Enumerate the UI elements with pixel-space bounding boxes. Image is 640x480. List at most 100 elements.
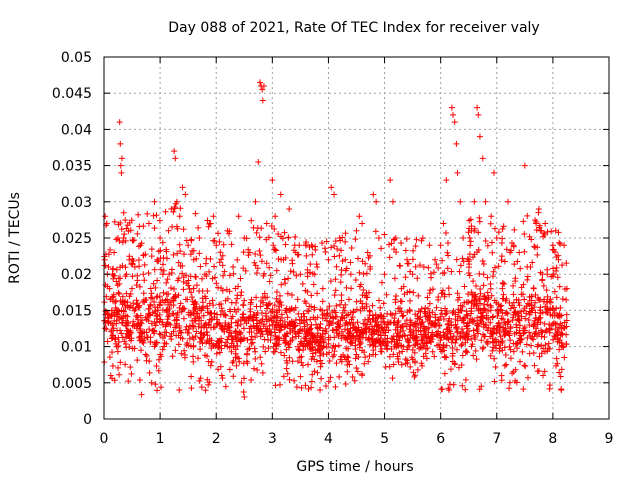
data-point — [334, 330, 341, 337]
data-point — [249, 316, 256, 323]
data-point — [479, 258, 486, 265]
data-point — [386, 241, 393, 248]
data-point — [511, 261, 518, 268]
data-point — [471, 198, 478, 205]
y-tick-label: 0.005 — [52, 376, 92, 392]
data-point — [102, 311, 109, 318]
data-point — [389, 311, 396, 318]
data-point — [356, 283, 363, 290]
data-point — [396, 349, 403, 356]
data-point — [182, 296, 189, 303]
data-point — [251, 325, 258, 332]
data-point — [338, 266, 345, 273]
data-point — [325, 378, 332, 385]
data-point — [356, 269, 363, 276]
data-point — [183, 272, 190, 279]
data-point — [544, 271, 551, 278]
data-point — [217, 363, 224, 370]
data-point — [259, 86, 266, 93]
data-point — [293, 384, 300, 391]
data-point — [552, 362, 559, 369]
data-point — [412, 263, 419, 270]
data-point — [122, 361, 129, 368]
data-point — [163, 291, 170, 298]
data-point — [444, 265, 451, 272]
data-point — [223, 286, 230, 293]
data-point — [435, 294, 442, 301]
data-point — [438, 307, 445, 314]
data-point — [109, 271, 116, 278]
data-point — [178, 350, 185, 357]
data-point — [276, 307, 283, 314]
data-point — [427, 313, 434, 320]
data-point — [115, 221, 122, 228]
data-point — [209, 297, 216, 304]
data-point — [542, 328, 549, 335]
data-point — [147, 301, 154, 308]
data-point — [261, 270, 268, 277]
data-point — [213, 242, 220, 249]
data-point — [232, 319, 239, 326]
data-point — [412, 243, 419, 250]
data-point — [336, 252, 343, 259]
data-point — [134, 357, 141, 364]
data-point — [445, 285, 452, 292]
data-point — [319, 307, 326, 314]
data-point — [407, 363, 414, 370]
data-point — [406, 307, 413, 314]
data-point — [172, 155, 179, 162]
data-point — [111, 298, 118, 305]
data-point — [123, 271, 130, 278]
data-point — [453, 324, 460, 331]
data-point — [211, 310, 218, 317]
data-point — [396, 262, 403, 269]
data-point — [426, 242, 433, 249]
data-point — [553, 294, 560, 301]
data-point — [147, 294, 154, 301]
data-point — [354, 368, 361, 375]
data-point — [177, 248, 184, 255]
data-point — [358, 326, 365, 333]
data-point — [558, 330, 565, 337]
data-point — [151, 298, 158, 305]
data-point — [309, 251, 316, 258]
data-point — [214, 316, 221, 323]
data-point — [158, 353, 165, 360]
data-point — [489, 314, 496, 321]
data-point — [397, 298, 404, 305]
data-point — [240, 249, 247, 256]
data-point — [342, 381, 349, 388]
data-point — [410, 369, 417, 376]
data-point — [381, 231, 388, 238]
data-point — [524, 273, 531, 280]
data-point — [173, 198, 180, 205]
data-point — [437, 242, 444, 249]
data-point — [262, 348, 269, 355]
data-point — [424, 305, 431, 312]
data-point — [333, 360, 340, 367]
data-point — [479, 331, 486, 338]
data-point — [387, 177, 394, 184]
data-point — [190, 342, 197, 349]
data-point — [256, 319, 263, 326]
data-point — [123, 344, 130, 351]
data-point — [402, 247, 409, 254]
data-point — [273, 288, 280, 295]
data-point — [345, 311, 352, 318]
data-point — [187, 251, 194, 258]
data-point — [475, 111, 482, 118]
data-point — [541, 320, 548, 327]
data-point — [349, 314, 356, 321]
data-point — [160, 267, 167, 274]
data-point — [257, 333, 264, 340]
data-point — [556, 283, 563, 290]
data-point — [258, 258, 265, 265]
data-point — [487, 327, 494, 334]
data-point — [185, 326, 192, 333]
data-point — [458, 342, 465, 349]
data-point — [496, 324, 503, 331]
data-point — [226, 272, 233, 279]
data-point — [205, 358, 212, 365]
data-point — [346, 328, 353, 335]
data-point — [134, 230, 141, 237]
